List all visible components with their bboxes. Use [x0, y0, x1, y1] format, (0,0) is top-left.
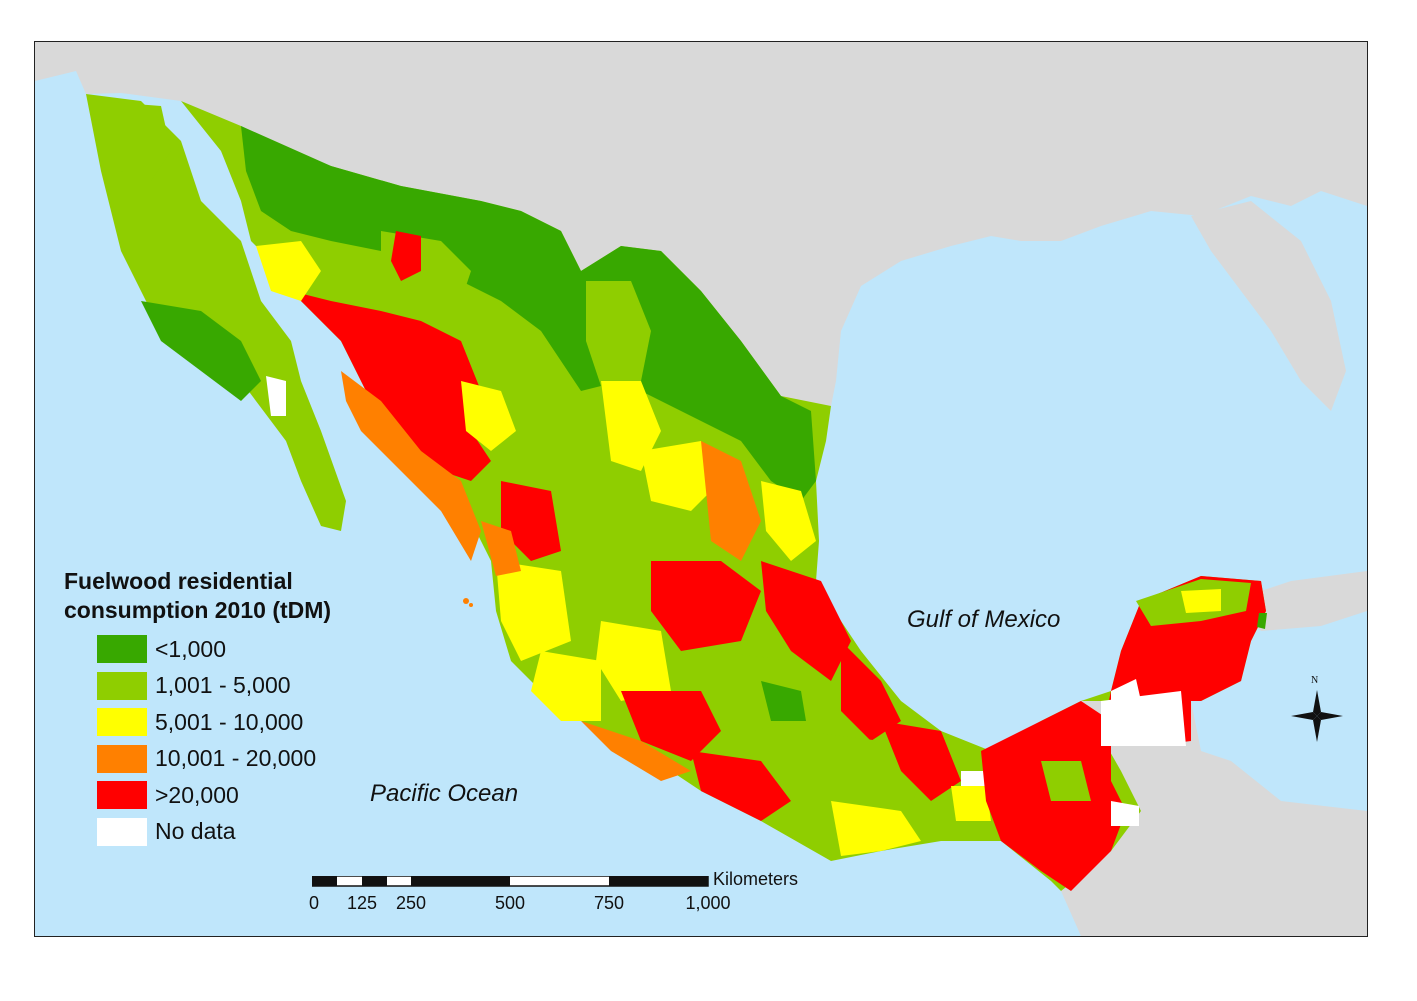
isthmus-yellow [951, 786, 991, 821]
north-label: N [1311, 675, 1319, 686]
scale-tick-label: 500 [494, 893, 526, 913]
durango-yellow [461, 381, 516, 451]
central-yellow-4 [596, 621, 671, 701]
oaxaca-yellow [831, 801, 921, 856]
pacific-ocean-label: Pacific Ocean [370, 780, 519, 807]
yucatan-nodata-1 [1101, 691, 1186, 746]
yucatan-north-yellow [1181, 589, 1221, 613]
central-yellow-1 [601, 381, 661, 471]
baja-dark-zone [141, 301, 261, 401]
central-yellow-2 [641, 441, 721, 511]
legend-swatch [97, 671, 147, 700]
central-yellow-3 [761, 481, 816, 561]
legend-label: 1,001 - 5,000 [155, 672, 291, 699]
scale-tick-label: 250 [395, 893, 427, 913]
sierra-madre-orange [341, 371, 481, 561]
pacific-orange [481, 521, 521, 576]
central-red-2 [761, 561, 851, 681]
sonora-yellow [256, 241, 321, 301]
legend-label: 5,001 - 10,000 [155, 708, 304, 735]
scale-tick-label: 750 [593, 893, 625, 913]
legend-swatch [97, 635, 147, 664]
baja-nodata [266, 376, 286, 416]
legend-item: 1,001 - 5,000 [97, 668, 331, 705]
baja-california [86, 94, 346, 531]
legend-swatch [97, 744, 147, 773]
chiapas-nodata [1111, 801, 1139, 826]
scale-tick-label: 0 [308, 893, 320, 913]
island-2 [469, 603, 473, 607]
pacific-yellow [496, 561, 571, 661]
legend-swatch [97, 817, 147, 846]
north-arrow-icon [1291, 690, 1343, 742]
scale-tick-label: 125 [346, 893, 378, 913]
central-red-3 [621, 691, 721, 761]
scale-unit-label: Kilometers [713, 869, 799, 889]
legend-swatch [97, 708, 147, 737]
central-america-landmass [1061, 701, 1367, 936]
legend: Fuelwood residential consumption 2010 (t… [64, 567, 331, 850]
oaxaca-red [881, 721, 961, 801]
durango-red [501, 481, 561, 561]
legend-item: >20,000 [97, 777, 331, 814]
legend-item: <1,000 [97, 631, 331, 668]
guerrero-red [691, 751, 791, 821]
legend-label: <1,000 [155, 635, 226, 662]
sierra-madre-red [291, 291, 491, 481]
legend-title-line2: consumption 2010 (tDM) [64, 597, 332, 623]
northeast-light-zone [586, 281, 651, 386]
map-canvas [35, 42, 1367, 936]
scale-bar [312, 876, 709, 887]
legend-title-line1: Fuelwood residential [64, 568, 293, 594]
east-red-1 [841, 641, 901, 741]
yucatan-nodata-2 [1111, 679, 1141, 703]
legend-title: Fuelwood residential consumption 2010 (t… [64, 567, 331, 625]
map-frame [34, 41, 1368, 937]
scale-tick-label: 1,000 [685, 893, 731, 913]
guerrero-orange [581, 721, 691, 781]
chiapas-green [1041, 761, 1091, 801]
legend-label: No data [155, 818, 236, 845]
central-yellow-5 [531, 651, 601, 721]
legend-item: 10,001 - 20,000 [97, 741, 331, 778]
island-1 [463, 598, 469, 604]
legend-item: 5,001 - 10,000 [97, 704, 331, 741]
legend-swatch [97, 781, 147, 810]
central-orange-1 [701, 441, 761, 561]
north-dark-zone [241, 126, 816, 501]
cozumel-island [1257, 613, 1267, 629]
florida-landmass [1191, 201, 1346, 411]
legend-label: 10,001 - 20,000 [155, 745, 317, 772]
legend-label: >20,000 [155, 781, 239, 808]
gulf-of-mexico-label: Gulf of Mexico [907, 606, 1061, 633]
central-red-1 [651, 561, 761, 651]
legend-item: No data [97, 814, 331, 851]
usa-landmass [35, 42, 1367, 406]
central-dark-1 [761, 681, 806, 721]
baja-north-dark [96, 101, 171, 181]
sonora-red [391, 231, 421, 281]
